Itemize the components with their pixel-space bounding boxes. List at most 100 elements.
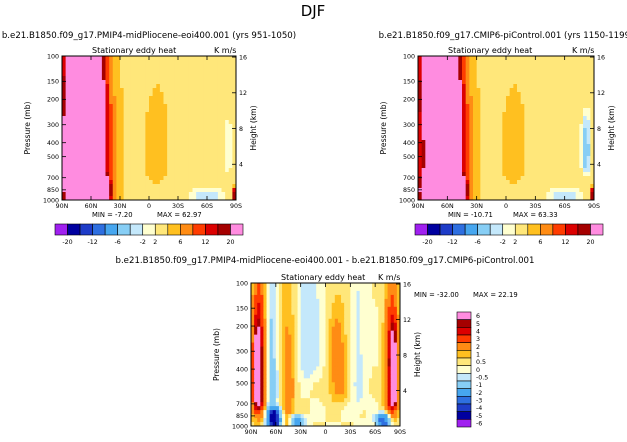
field-cell	[98, 96, 103, 101]
field-cell	[344, 294, 348, 300]
field-cell	[141, 144, 146, 149]
field-cell	[291, 374, 295, 379]
field-cell	[228, 136, 233, 141]
field-cell	[513, 152, 518, 157]
field-cell	[440, 76, 445, 81]
field-cell	[365, 370, 370, 375]
field-cell	[451, 136, 456, 141]
field-cell	[303, 386, 308, 391]
field-cell	[506, 72, 511, 77]
field-cell	[156, 160, 161, 165]
field-cell	[390, 338, 395, 343]
field-cell	[76, 124, 81, 129]
field-cell	[495, 136, 500, 141]
field-cell	[465, 152, 470, 157]
field-cell	[101, 168, 106, 173]
field-cell	[473, 72, 478, 77]
field-cell	[109, 88, 114, 93]
field-cell	[232, 60, 237, 65]
field-cell	[396, 338, 401, 343]
field-cell	[513, 84, 518, 89]
field-cell	[502, 140, 507, 145]
field-cell	[156, 136, 161, 141]
field-cell	[138, 100, 143, 105]
field-cell	[509, 144, 514, 149]
field-cell	[491, 168, 496, 173]
field-cell	[203, 172, 208, 177]
field-cell	[484, 148, 489, 153]
x-tick-label: 30N	[114, 203, 127, 210]
field-cell	[62, 72, 67, 77]
field-cell	[432, 68, 437, 73]
field-cell	[91, 88, 96, 93]
field-cell	[138, 176, 143, 181]
field-cell	[221, 164, 226, 169]
field-cell	[199, 120, 204, 125]
field-cell	[393, 330, 398, 336]
field-cell	[294, 342, 298, 347]
field-cell	[390, 302, 395, 308]
field-cell	[561, 172, 566, 177]
field-cell	[288, 346, 292, 351]
field-cell	[498, 56, 503, 61]
field-cell	[484, 168, 489, 173]
field-cell	[138, 156, 143, 161]
field-cell	[572, 180, 577, 185]
field-cell	[341, 306, 345, 312]
field-cell	[297, 394, 302, 399]
field-cell	[517, 184, 522, 189]
field-cell	[387, 382, 392, 387]
field-cell	[263, 302, 267, 308]
field-cell	[572, 100, 577, 105]
field-cell	[98, 156, 103, 161]
field-cell	[163, 144, 168, 149]
field-cell	[76, 72, 81, 77]
field-cell	[524, 188, 529, 193]
field-cell	[368, 334, 373, 340]
field-cell	[568, 120, 573, 125]
field-cell	[170, 152, 175, 157]
field-cell	[91, 68, 96, 73]
field-cell	[101, 108, 106, 113]
field-cell	[506, 196, 511, 201]
field-cell	[469, 168, 474, 173]
field-cell	[112, 68, 117, 73]
field-cell	[217, 72, 222, 77]
field-cell	[495, 104, 500, 109]
field-cell	[170, 136, 175, 141]
field-cell	[356, 354, 361, 359]
field-cell	[347, 394, 351, 399]
field-cell	[347, 310, 351, 316]
field-cell	[138, 144, 143, 149]
field-cell	[269, 330, 274, 336]
field-cell	[98, 68, 103, 73]
field-cell	[509, 104, 514, 109]
field-cell	[384, 350, 388, 355]
field-cell	[257, 322, 261, 328]
field-cell	[269, 302, 274, 308]
field-cell	[513, 76, 518, 81]
field-cell	[362, 386, 367, 391]
field-cell	[217, 64, 222, 69]
field-cell	[316, 286, 320, 292]
field-cell	[451, 160, 456, 165]
field-cell	[83, 148, 88, 153]
field-cell	[185, 192, 190, 197]
field-cell	[506, 68, 511, 73]
field-cell	[586, 108, 591, 113]
field-cell	[347, 338, 351, 343]
field-cell	[535, 136, 540, 141]
field-cell	[421, 148, 426, 153]
panel-difference: b.e21.B1850.f09_g17.PMIP4-midPliocene-eo…	[116, 256, 535, 436]
field-cell	[484, 128, 489, 133]
field-cell	[120, 172, 125, 177]
field-cell	[101, 104, 106, 109]
field-cell	[294, 378, 298, 383]
field-cell	[443, 184, 448, 189]
field-cell	[65, 92, 70, 97]
field-cell	[575, 96, 580, 101]
field-cell	[72, 96, 77, 101]
field-cell	[210, 92, 215, 97]
field-cell	[174, 188, 179, 193]
field-cell	[572, 60, 577, 65]
